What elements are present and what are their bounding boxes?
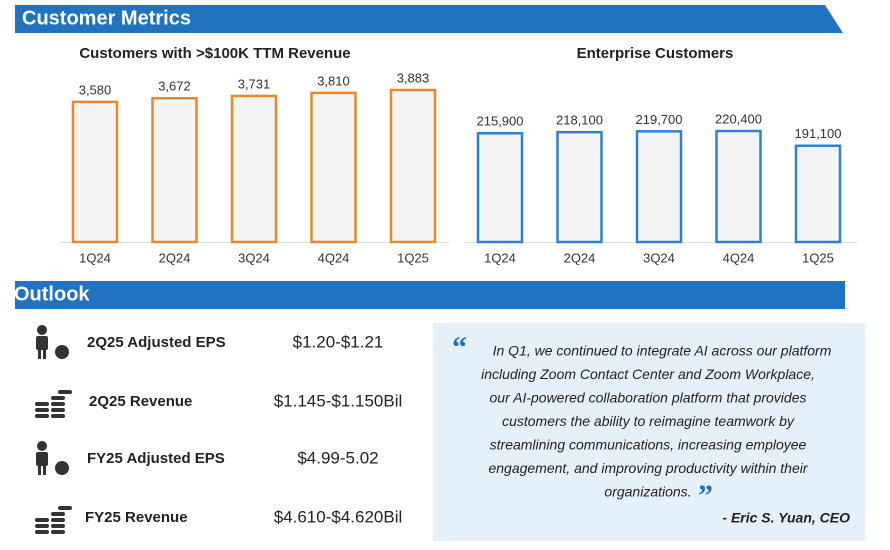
outlook-value: $4.99-5.02 xyxy=(297,448,378,467)
icons xyxy=(35,325,72,534)
bar xyxy=(310,91,357,244)
x-tick-label: 4Q24 xyxy=(723,250,755,265)
x-tick-label: 1Q25 xyxy=(397,250,429,265)
bar xyxy=(230,94,278,244)
x-tick-label: 1Q24 xyxy=(484,250,516,265)
x-tick-label: 4Q24 xyxy=(318,250,350,265)
bar xyxy=(151,97,198,244)
section-title: Outlook xyxy=(14,283,90,305)
value-label: 3,580 xyxy=(79,82,112,97)
x-tick-label: 3Q24 xyxy=(643,250,675,265)
bar xyxy=(794,144,842,244)
quote-mark: “ xyxy=(452,331,467,364)
x-tick-label: 2Q24 xyxy=(159,250,191,265)
outlook-value: $1.145-$1.150Bil xyxy=(274,391,403,410)
quote-line: organizations. xyxy=(604,484,691,500)
bar xyxy=(556,130,603,244)
quote-line: customers the ability to reimagine teamw… xyxy=(502,413,795,429)
value-label: 219,700 xyxy=(636,112,683,127)
quote-mark: ” xyxy=(698,479,713,512)
chart-title: Enterprise Customers xyxy=(577,45,734,62)
x-tick-label: 2Q24 xyxy=(564,250,596,265)
banner xyxy=(15,5,843,33)
value-label: 220,400 xyxy=(715,111,762,126)
x-tick-label: 1Q25 xyxy=(802,250,834,265)
outlook-value: $4.610-$4.620Bil xyxy=(274,507,403,526)
quote-line: In Q1, we continued to integrate AI acro… xyxy=(493,343,832,359)
revenue-icon xyxy=(35,390,72,418)
quote-box xyxy=(433,323,865,541)
eps-icon xyxy=(36,441,69,475)
value-label: 3,883 xyxy=(397,70,430,85)
bar xyxy=(389,88,437,244)
x-tick-label: 1Q24 xyxy=(79,250,111,265)
bar xyxy=(476,132,524,244)
quote-line: including Zoom Contact Center and Zoom W… xyxy=(481,366,815,382)
attribution: - Eric S. Yuan, CEO xyxy=(722,510,850,526)
quote-line: streamlining communications, increasing … xyxy=(490,437,807,453)
chart-title: Customers with >$100K TTM Revenue xyxy=(79,45,350,62)
value-label: 3,672 xyxy=(158,79,191,94)
outlook-label: 2Q25 Revenue xyxy=(89,393,192,410)
quote-line: our AI-powered collaboration platform th… xyxy=(490,390,807,406)
value-label: 3,810 xyxy=(317,73,350,88)
quote-line: engagement, and improving productivity w… xyxy=(488,460,808,476)
section-title: Customer Metrics xyxy=(22,7,191,29)
outlook-label: FY25 Revenue xyxy=(85,509,188,526)
value-label: 218,100 xyxy=(556,113,603,128)
bar xyxy=(635,130,683,244)
value-label: 191,100 xyxy=(795,126,842,141)
outlook-value: $1.20-$1.21 xyxy=(293,332,384,351)
eps-icon xyxy=(36,325,69,359)
bar xyxy=(71,100,119,244)
outlook-label: FY25 Adjusted EPS xyxy=(87,450,225,467)
banner xyxy=(15,281,845,309)
value-label: 215,900 xyxy=(477,114,524,129)
revenue-icon xyxy=(35,506,72,534)
x-tick-label: 3Q24 xyxy=(238,250,270,265)
value-label: 3,731 xyxy=(238,76,271,91)
bar xyxy=(715,129,762,244)
outlook-label: 2Q25 Adjusted EPS xyxy=(87,334,226,351)
